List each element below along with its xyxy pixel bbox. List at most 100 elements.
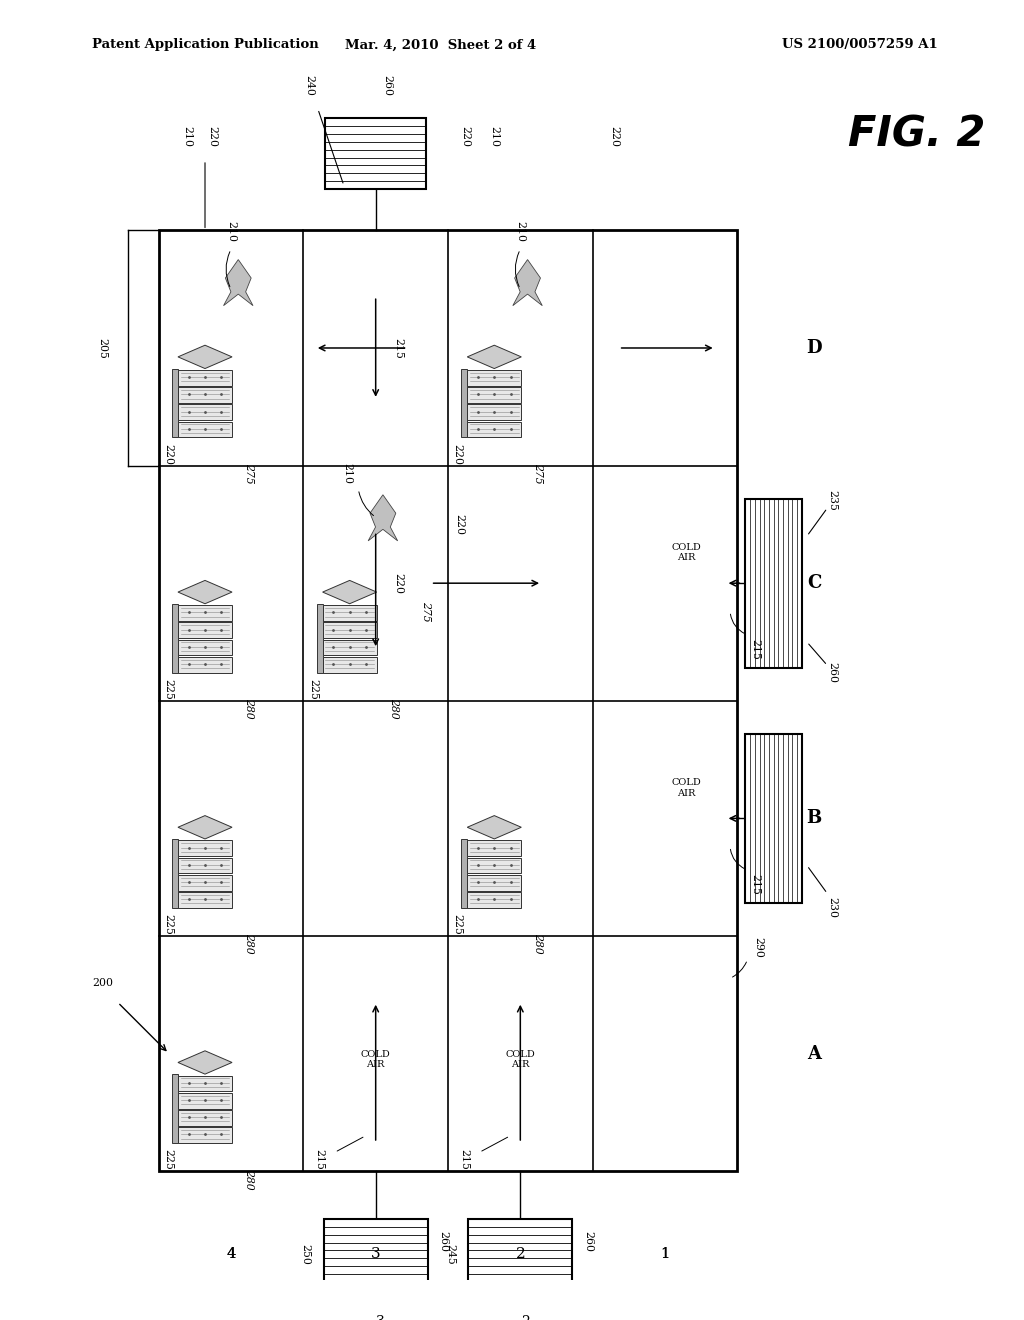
Text: 275: 275 [534,463,544,483]
Text: COLD
AIR: COLD AIR [672,543,701,562]
Bar [178,841,232,857]
Text: 280: 280 [534,933,544,954]
Polygon shape [369,495,397,541]
Text: 225: 225 [308,678,317,700]
Bar [324,1220,428,1290]
Text: 260: 260 [438,1232,449,1253]
Bar [467,404,521,420]
Bar [178,605,232,620]
Polygon shape [178,581,232,603]
Polygon shape [178,346,232,368]
Text: FIG. 2: FIG. 2 [848,114,985,156]
Bar [178,1110,232,1126]
Bar [467,875,521,891]
Text: 4: 4 [226,1247,236,1262]
Bar [178,657,232,673]
Text: B: B [807,809,821,828]
Bar [467,387,521,403]
Text: 260: 260 [583,1232,593,1253]
Text: Mar. 4, 2010  Sheet 2 of 4: Mar. 4, 2010 Sheet 2 of 4 [345,38,536,51]
Bar [178,892,232,908]
Bar [467,892,521,908]
Bar [178,1127,232,1143]
Text: 230: 230 [827,898,838,919]
Text: 280: 280 [245,1168,254,1189]
Bar [467,858,521,874]
Bar [323,622,377,638]
Bar [468,1220,572,1290]
Text: 1: 1 [660,1247,670,1262]
Bar [178,421,232,437]
Text: 220: 220 [393,573,403,594]
Text: COLD
AIR: COLD AIR [506,1049,536,1069]
Text: 280: 280 [245,698,254,719]
Bar [323,639,377,655]
Text: 3: 3 [371,1247,381,1262]
Text: 275: 275 [245,463,254,483]
Polygon shape [467,346,521,368]
Bar [323,605,377,620]
Text: 225: 225 [163,678,173,700]
Text: Patent Application Publication: Patent Application Publication [92,38,318,51]
Polygon shape [467,816,521,840]
Bar [178,387,232,403]
Text: 225: 225 [163,1150,173,1171]
Text: 220: 220 [453,444,463,465]
Text: 260: 260 [827,663,838,682]
Text: 2: 2 [515,1247,525,1262]
Text: 290: 290 [753,937,763,958]
Bar [467,370,521,385]
Text: 220: 220 [455,513,465,535]
Bar [462,840,467,908]
Bar [467,421,521,437]
Polygon shape [323,581,377,603]
Bar [159,231,737,1171]
Text: 275: 275 [421,601,431,622]
Text: 210: 210 [515,222,525,242]
Text: 245: 245 [444,1243,455,1265]
Bar [172,603,178,673]
Bar [178,639,232,655]
Text: 210: 210 [489,127,500,148]
Text: 1: 1 [660,1247,670,1262]
Text: 215: 215 [393,338,403,359]
Text: 240: 240 [304,75,314,96]
Text: 210: 210 [182,127,193,148]
Text: D: D [806,339,822,356]
Text: US 2100/0057259 A1: US 2100/0057259 A1 [782,38,938,51]
Bar [462,368,467,437]
Text: 4: 4 [226,1247,236,1262]
Text: 215: 215 [751,874,761,895]
Text: 215: 215 [459,1148,469,1170]
Text: 205: 205 [97,338,108,359]
Text: 220: 220 [163,444,173,465]
Bar [316,603,323,673]
Bar [178,875,232,891]
Text: C: C [807,574,821,593]
Bar [178,1093,232,1109]
Bar [323,657,377,673]
Text: 210: 210 [342,463,352,484]
Text: A: A [807,1044,821,1063]
Text: 220: 220 [461,127,470,148]
Text: COLD
AIR: COLD AIR [360,1049,390,1069]
Text: 250: 250 [300,1243,310,1265]
Text: 220: 220 [609,127,620,148]
Polygon shape [178,1051,232,1074]
Polygon shape [178,816,232,840]
Bar [178,404,232,420]
Text: 225: 225 [453,915,463,935]
Text: 215: 215 [751,639,761,660]
Bar [178,858,232,874]
Text: 235: 235 [827,491,838,511]
Text: 2: 2 [521,1315,529,1320]
Text: 280: 280 [245,933,254,954]
Bar [172,840,178,908]
Bar [178,370,232,385]
Text: 280: 280 [389,698,399,719]
Bar [745,734,802,903]
Text: 200: 200 [92,978,113,989]
Polygon shape [513,260,543,306]
Bar [172,1074,178,1143]
Bar [467,841,521,857]
